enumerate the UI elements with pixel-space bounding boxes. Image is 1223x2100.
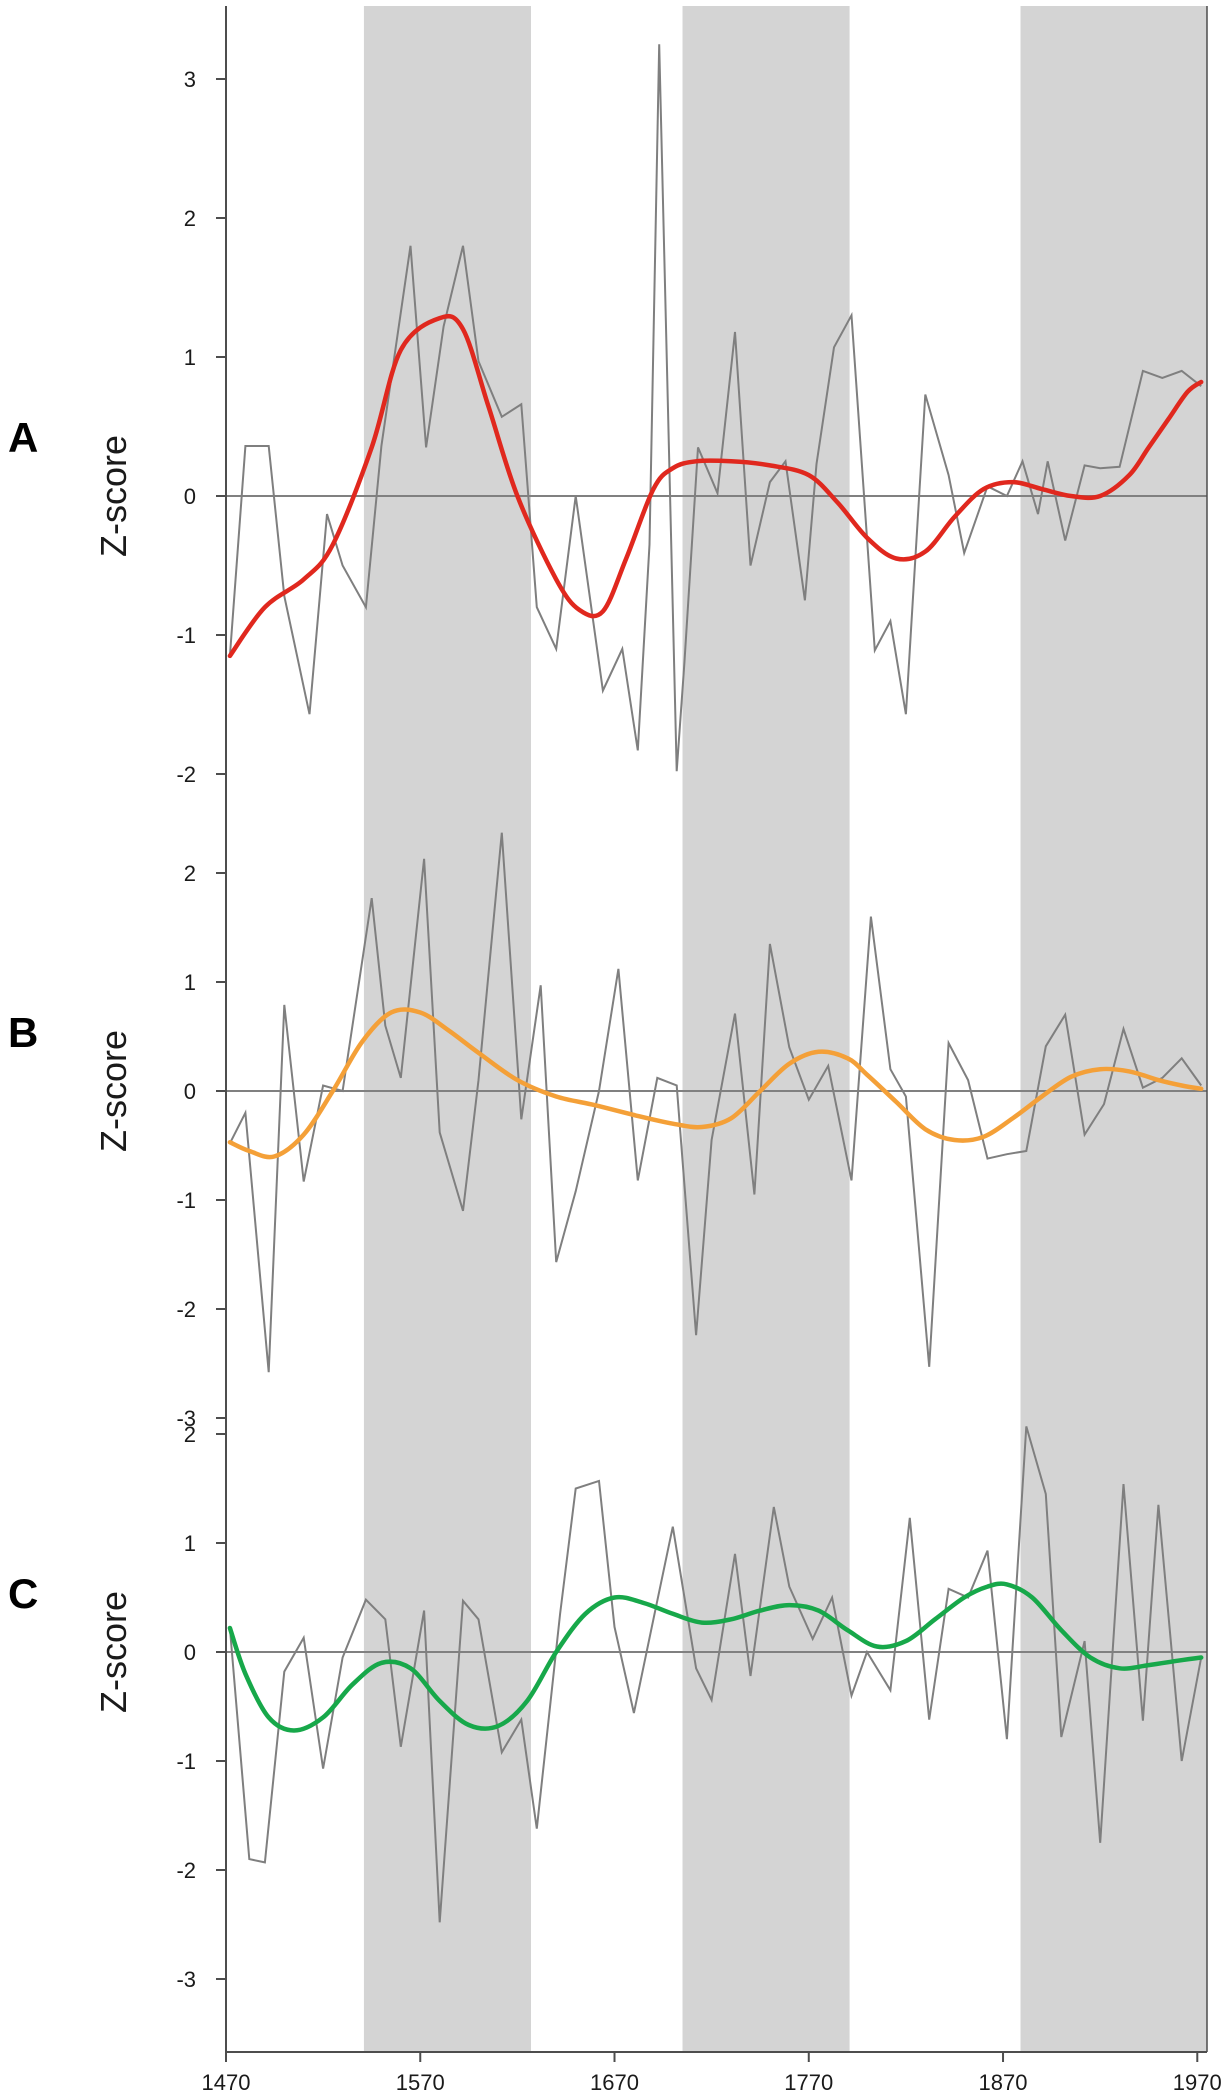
panel-b: -3 -2 -1 0 1 2 Z-score B (8, 832, 1207, 1431)
raw-series-a (228, 44, 1202, 772)
y-tick-label-b-0: 0 (184, 1079, 196, 1104)
y-axis-label-a: Z-score (93, 435, 134, 557)
x-tick-label-1570: 1570 (396, 2070, 445, 2095)
y-tick-label-c--1: -1 (176, 1749, 196, 1774)
y-tick-label-c-1: 1 (184, 1531, 196, 1556)
shaded-period-3 (1020, 6, 1207, 2052)
y-tick-label-a-2: 2 (184, 206, 196, 231)
smoothed-line-a (227, 313, 1204, 659)
y-tick-label-b-1: 1 (184, 970, 196, 995)
x-tick-label-1670: 1670 (590, 2070, 639, 2095)
y-tick-label-a--1: -1 (176, 623, 196, 648)
y-tick-label-c--2: -2 (176, 1858, 196, 1883)
smoothed-series-b (227, 1007, 1204, 1160)
y-tick-label-a-1: 1 (184, 345, 196, 370)
raw-line-b (229, 832, 1203, 1373)
y-tick-label-b--1: -1 (176, 1188, 196, 1213)
axes (225, 6, 1208, 2053)
y-tick-label-a-3: 3 (184, 67, 196, 92)
y-tick-label-a--2: -2 (176, 762, 196, 787)
x-tick-label-1870: 1870 (979, 2070, 1028, 2095)
y-axis-label-b: Z-score (93, 1030, 134, 1152)
smoothed-line-c (227, 1581, 1204, 1733)
y-tick-label-c-2: 2 (184, 1422, 196, 1447)
x-tick-label-1770: 1770 (784, 2070, 833, 2095)
x-axis-ticks: 1470 1570 1670 1770 1870 1970 (202, 2052, 1222, 2095)
smoothed-line-b (227, 1007, 1204, 1160)
y-tick-label-c--3: -3 (176, 1967, 196, 1992)
y-axis-label-c: Z-score (93, 1591, 134, 1713)
shaded-periods (363, 6, 1207, 2052)
panel-label-b: B (8, 1009, 38, 1056)
smoothed-series-a (227, 313, 1204, 659)
x-tick-label-1470: 1470 (202, 2070, 251, 2095)
y-axis-ticks-a: -2 -1 0 1 2 3 (176, 67, 226, 787)
panel-c: -3 -2 -1 0 1 2 Z-score C (8, 1422, 1207, 1992)
panel-label-c: C (8, 1570, 38, 1617)
panel-label-a: A (8, 414, 38, 461)
shaded-period-2 (682, 6, 850, 2052)
x-tick-label-1970: 1970 (1173, 2070, 1222, 2095)
y-tick-label-c-0: 0 (184, 1640, 196, 1665)
y-tick-label-b-2: 2 (184, 861, 196, 886)
y-axis-ticks-c: -3 -2 -1 0 1 2 (176, 1422, 226, 1992)
raw-series-b (229, 832, 1203, 1373)
y-tick-label-a-0: 0 (184, 484, 196, 509)
y-tick-label-b--2: -2 (176, 1297, 196, 1322)
y-axis-ticks-b: -3 -2 -1 0 1 2 (176, 861, 226, 1431)
smoothed-series-c (227, 1581, 1204, 1733)
panel-a: -2 -1 0 1 2 3 Z-score A (8, 44, 1207, 787)
y-tick-label-b--3: -3 (176, 1406, 196, 1431)
raw-line-a (228, 44, 1202, 772)
